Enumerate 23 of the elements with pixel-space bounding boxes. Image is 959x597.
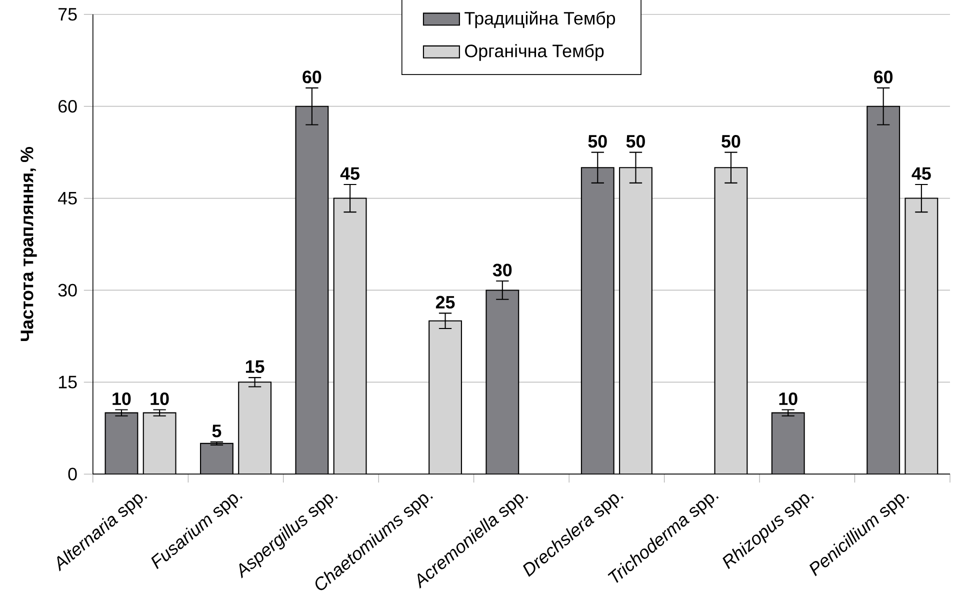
data-label: 45 [340, 167, 360, 180]
data-label: 60 [874, 70, 893, 84]
data-label: 60 [302, 70, 322, 84]
data-label: 5 [212, 424, 222, 438]
data-label: 50 [626, 135, 645, 148]
data-label: 45 [912, 167, 931, 180]
data-label: 30 [492, 264, 512, 276]
y-tick-label: 45 [58, 192, 77, 205]
y-tick-label: 75 [58, 8, 77, 21]
data-label: 25 [436, 296, 455, 309]
y-tick-label: 15 [58, 376, 77, 388]
data-label: 50 [722, 135, 740, 148]
data-label: 15 [246, 360, 264, 373]
data-label: 10 [150, 392, 169, 406]
y-tick-label: 60 [58, 100, 77, 113]
y-axis-title: Частота трапляння, % [20, 147, 37, 342]
data-label: 10 [779, 392, 798, 406]
legend-label: Традиційна Тембр [464, 11, 616, 28]
data-label: 50 [588, 135, 607, 148]
y-tick-label: 0 [68, 468, 77, 480]
y-tick-label: 30 [58, 284, 77, 297]
legend-label: Органічна Тембр [465, 44, 604, 61]
data-label: 10 [112, 392, 131, 406]
